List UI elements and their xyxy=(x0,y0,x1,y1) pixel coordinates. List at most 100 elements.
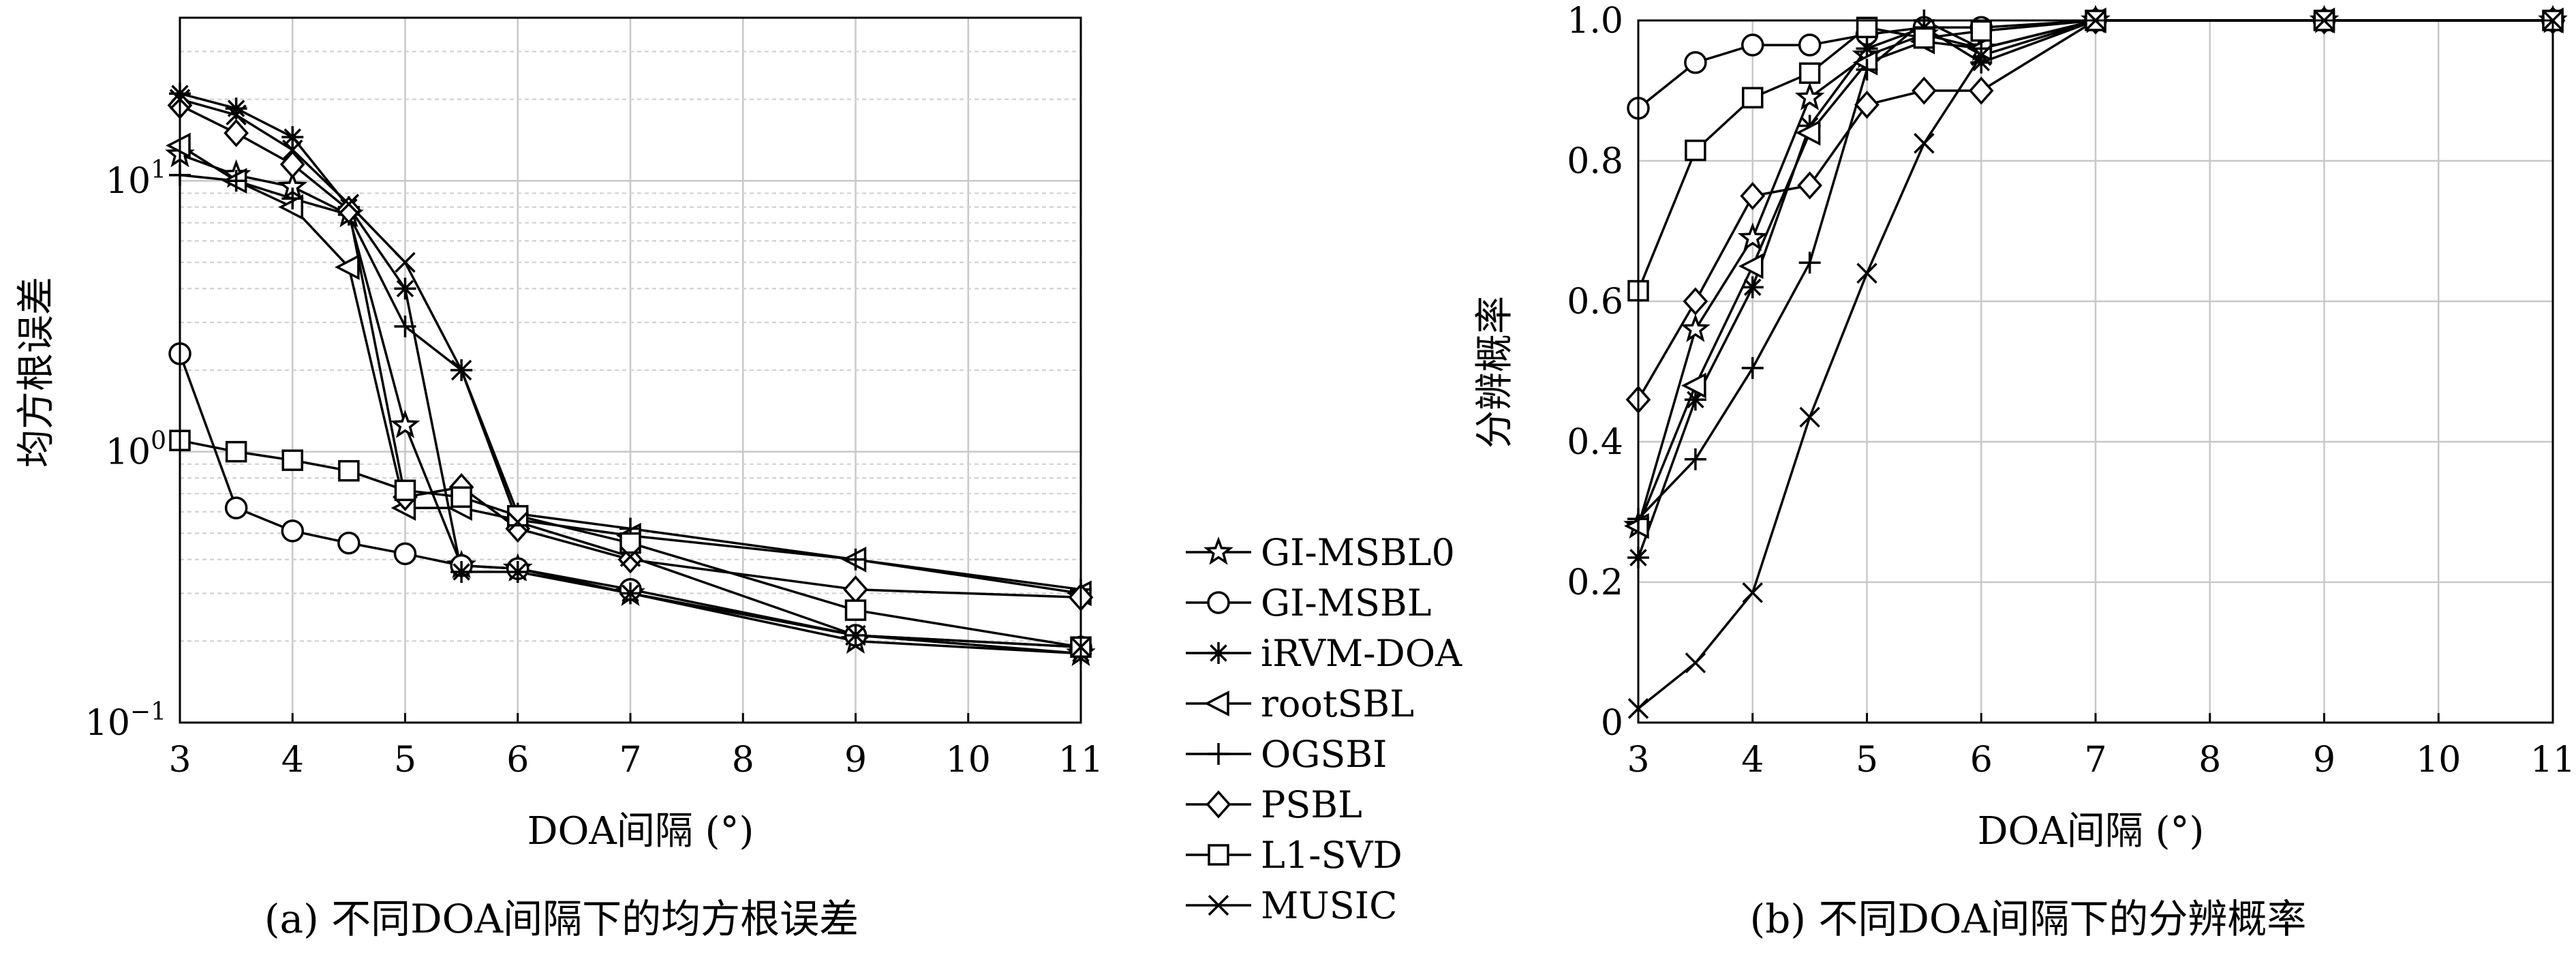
panel-b-caption: (b) 不同DOA间隔下的分辨概率 xyxy=(1750,896,2307,942)
a-series-line-gi-msbl0 xyxy=(179,153,1082,655)
legend-item-gi-msbl: GI-MSBL xyxy=(1186,581,1432,624)
legend-marker-square xyxy=(1208,844,1229,866)
b-point-gi-msbl xyxy=(1798,33,1822,57)
panel-b-x-axis-label: DOA间隔 (°) xyxy=(1978,809,2205,853)
b-x-tick-label: 3 xyxy=(1627,740,1649,781)
b-point-gi-msbl0 xyxy=(1794,82,1825,110)
b-point-gi-msbl xyxy=(1741,33,1764,57)
a-point-ogsbi xyxy=(225,170,247,192)
panel-a-x-axis-label: DOA间隔 (°) xyxy=(527,809,754,853)
a-point-gi-msbl xyxy=(337,531,361,555)
legend-marker-star xyxy=(1203,536,1233,565)
legend-label: rootSBL xyxy=(1261,682,1414,725)
b-point-l1-svd xyxy=(1798,62,1821,84)
b-y-tick-label: 0.2 xyxy=(1567,562,1623,603)
a-x-tick-label: 3 xyxy=(168,740,191,781)
a-x-tick-label: 8 xyxy=(732,740,754,781)
b-point-music xyxy=(1799,406,1820,428)
legend-item-rootsbl: rootSBL xyxy=(1186,682,1414,725)
b-point-rootsbl xyxy=(1681,372,1706,399)
b-point-psbl xyxy=(1968,76,1994,105)
b-point-irvm-doa xyxy=(1684,389,1706,411)
b-point-l1-svd xyxy=(1913,27,1935,49)
a-x-tick-label: 9 xyxy=(844,740,867,781)
legend-label: MUSIC xyxy=(1261,884,1397,927)
a-point-gi-msbl xyxy=(281,519,304,543)
b-point-music xyxy=(1856,262,1877,284)
panel-a-y-axis-label: 均方根误差 xyxy=(14,277,59,468)
b-point-gi-msbl xyxy=(1684,51,1707,74)
a-point-music xyxy=(450,359,472,381)
a-point-irvm-doa xyxy=(450,560,473,583)
b-y-tick-label: 0 xyxy=(1601,703,1623,744)
a-point-psbl xyxy=(224,119,249,147)
b-point-music xyxy=(1685,652,1706,674)
a-point-music xyxy=(226,104,247,125)
legend-label: L1-SVD xyxy=(1261,834,1402,877)
legend-marker-plus xyxy=(1208,743,1229,765)
a-x-tick-label: 11 xyxy=(1058,740,1103,781)
a-series-line-l1-svd xyxy=(179,439,1082,648)
panel-a-rmse-chart: 3 4 5 6 7 8 9 10 11 10−1 100 101 DOA间隔 (°) 均方根误差 (… xyxy=(14,16,1103,942)
a-point-music xyxy=(507,511,528,533)
a-point-l1-svd xyxy=(844,599,867,621)
a-series-line-psbl xyxy=(179,104,1082,599)
b-x-tick-label: 9 xyxy=(2313,740,2335,781)
a-point-music xyxy=(338,194,360,215)
a-point-psbl xyxy=(336,196,362,224)
b-point-l1-svd xyxy=(1970,20,1992,42)
legend-item-music: MUSIC xyxy=(1186,884,1397,927)
legend-label: OGSBI xyxy=(1261,733,1387,776)
b-point-psbl xyxy=(1683,287,1708,316)
legend-label: GI-MSBL xyxy=(1261,581,1432,624)
a-point-ogsbi xyxy=(844,548,867,571)
b-y-tick-label: 0.8 xyxy=(1567,141,1623,182)
b-point-irvm-doa xyxy=(1970,51,1993,74)
b-x-tick-label: 6 xyxy=(1970,740,1993,781)
b-point-irvm-doa xyxy=(1741,276,1764,299)
a-point-music xyxy=(845,624,866,646)
legend-item-ogsbi: OGSBI xyxy=(1186,733,1387,776)
b-point-psbl xyxy=(1740,181,1766,211)
legend-item-l1-svd: L1-SVD xyxy=(1186,834,1402,877)
a-x-tick-label: 10 xyxy=(946,740,991,781)
b-point-psbl xyxy=(1797,171,1822,200)
a-y-tick-label: 100 xyxy=(106,427,166,473)
b-y-tick-label: 1.0 xyxy=(1567,1,1623,42)
a-point-irvm-doa xyxy=(506,560,529,583)
a-y-tick-label: 10−1 xyxy=(85,698,166,744)
a-y-tick-label: 101 xyxy=(106,156,166,202)
a-series-line-gi-msbl xyxy=(179,353,1082,648)
a-point-irvm-doa xyxy=(394,277,416,300)
a-point-irvm-doa xyxy=(619,582,641,605)
panel-a-axes-frame xyxy=(179,16,1082,724)
legend-label: PSBL xyxy=(1261,783,1362,826)
a-series-line-rootsbl xyxy=(179,145,1082,595)
a-point-rootsbl xyxy=(335,254,360,280)
b-x-tick-label: 4 xyxy=(1741,740,1764,781)
a-point-music xyxy=(619,546,641,567)
b-x-tick-label: 11 xyxy=(2530,740,2575,781)
b-point-psbl xyxy=(1854,90,1880,119)
a-point-gi-msbl xyxy=(393,542,417,566)
legend-marker-circle xyxy=(1207,591,1230,614)
a-point-l1-svd xyxy=(450,486,472,508)
legend-marker-diamond xyxy=(1206,790,1231,819)
b-point-gi-msbl0 xyxy=(1737,222,1768,251)
b-point-rootsbl xyxy=(1795,119,1821,146)
panel-b-x-tick-labels: 3 4 5 6 7 8 9 10 11 xyxy=(1627,740,2575,781)
a-point-irvm-doa xyxy=(225,97,247,120)
a-point-ogsbi xyxy=(394,315,416,337)
b-x-tick-label: 5 xyxy=(1856,740,1878,781)
b-x-tick-label: 7 xyxy=(2084,740,2106,781)
a-x-tick-label: 6 xyxy=(506,740,529,781)
a-point-l1-svd xyxy=(225,440,247,463)
panel-b-axes-frame xyxy=(1637,19,2554,724)
b-point-irvm-doa xyxy=(1856,37,1878,60)
b-point-gi-msbl0 xyxy=(1681,314,1711,342)
b-point-music xyxy=(1914,133,1935,154)
a-x-tick-label: 4 xyxy=(281,740,304,781)
b-point-rootsbl xyxy=(1738,253,1764,279)
b-point-psbl xyxy=(1912,76,1937,105)
